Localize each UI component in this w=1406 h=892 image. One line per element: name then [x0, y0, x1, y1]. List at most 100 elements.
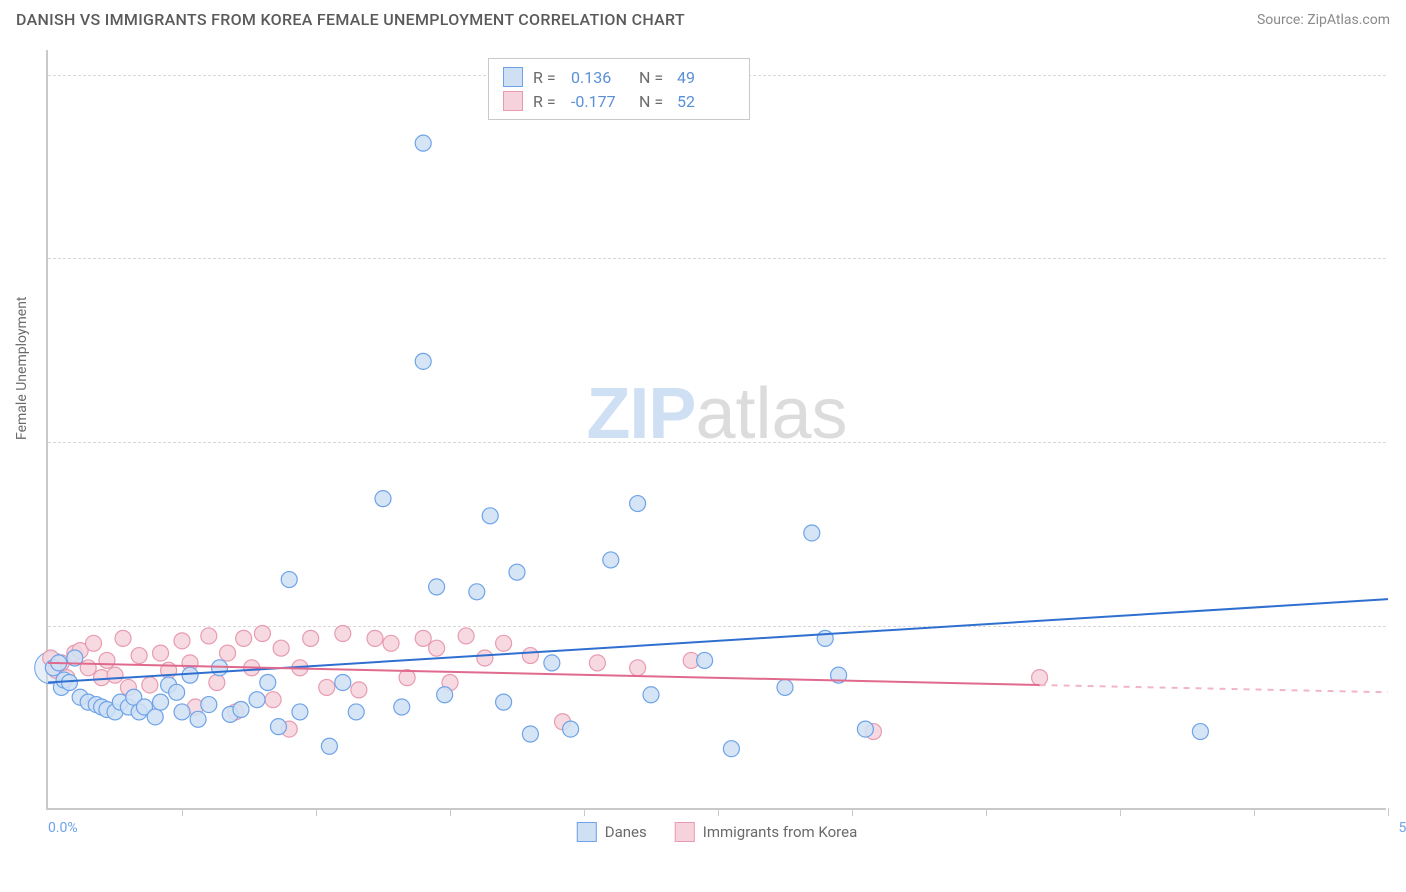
x-axis-min-label: 0.0% [48, 820, 78, 836]
legend-item: Immigrants from Korea [675, 822, 857, 842]
scatter-svg [48, 50, 1386, 808]
danes-point [777, 679, 793, 695]
stats-row: R =0.136N =49 [503, 65, 735, 89]
x-tick-mark [1120, 808, 1121, 816]
korea-point [477, 650, 493, 666]
korea-point [99, 652, 115, 668]
korea-point [153, 645, 169, 661]
legend-label: Danes [605, 823, 647, 841]
stats-r-label: R = [533, 92, 561, 111]
legend-item: Danes [577, 822, 647, 842]
x-tick-mark [1254, 808, 1255, 816]
danes-point [260, 675, 276, 691]
korea-point [142, 677, 158, 693]
danes-point [169, 684, 185, 700]
danes-point [723, 741, 739, 757]
danes-point [348, 704, 364, 720]
danes-point [496, 694, 512, 710]
series-legend: Danes Immigrants from Korea [577, 822, 857, 842]
korea-point [522, 648, 538, 664]
x-tick-mark [584, 808, 585, 816]
y-axis-label: Female Unemployment [14, 296, 30, 440]
danes-point [630, 496, 646, 512]
danes-point [281, 572, 297, 588]
danes-point [482, 508, 498, 524]
danes-point [415, 135, 431, 151]
korea-point [383, 635, 399, 651]
korea-point [303, 630, 319, 646]
danes-point [147, 709, 163, 725]
korea-point [273, 640, 289, 656]
korea-point [236, 630, 252, 646]
korea-point [1032, 670, 1048, 686]
x-axis-max-label: 50.0% [1398, 820, 1406, 836]
korea-point [335, 625, 351, 641]
danes-point [249, 692, 265, 708]
legend-swatch [577, 822, 597, 842]
danes-point [182, 667, 198, 683]
danes-point [437, 687, 453, 703]
stats-row: R = -0.177 N = 52 [503, 89, 735, 113]
danes-point [190, 711, 206, 727]
korea-point [86, 635, 102, 651]
danes-point [201, 697, 217, 713]
danes-point [643, 687, 659, 703]
stats-r-value: 0.136 [571, 68, 629, 87]
korea-point [429, 640, 445, 656]
danes-point [321, 738, 337, 754]
danes-point [509, 564, 525, 580]
danes-point [544, 655, 560, 671]
x-tick-mark [986, 808, 987, 816]
danes-point [603, 552, 619, 568]
stats-n-label: N = [639, 92, 667, 111]
korea-point [115, 630, 131, 646]
x-tick-mark [182, 808, 183, 816]
stats-legend-box: R =0.136N =49R =-0.177N =52 [488, 58, 750, 120]
x-tick-mark [316, 808, 317, 816]
korea-point [415, 630, 431, 646]
korea-point [107, 667, 123, 683]
stats-n-value: 52 [677, 92, 735, 111]
x-tick-mark [1388, 808, 1389, 816]
stats-n-label: N = [639, 68, 667, 87]
x-tick-mark [718, 808, 719, 816]
danes-point [857, 721, 873, 737]
korea-point [131, 648, 147, 664]
korea-point [458, 628, 474, 644]
stats-swatch [503, 67, 523, 87]
chart-source: Source: ZipAtlas.com [1257, 12, 1390, 28]
korea-point [496, 635, 512, 651]
korea-point [265, 692, 281, 708]
danes-point [804, 525, 820, 541]
korea-point [351, 682, 367, 698]
x-tick-mark [450, 808, 451, 816]
korea-point [174, 633, 190, 649]
danes-point [697, 652, 713, 668]
danes-point [429, 579, 445, 595]
danes-point [817, 630, 833, 646]
korea-point [589, 655, 605, 671]
danes-point [563, 721, 579, 737]
chart-plot-area: ZIPatlas 7.5%15.0%22.5%30.0% 0.0% 50.0% … [46, 50, 1386, 810]
korea-point [367, 630, 383, 646]
danes-point [270, 719, 286, 735]
trend-line [1040, 685, 1388, 692]
korea-point [254, 625, 270, 641]
danes-point [174, 704, 190, 720]
korea-point [80, 660, 96, 676]
legend-swatch [675, 822, 695, 842]
korea-point [209, 675, 225, 691]
stats-r-value: -0.177 [571, 92, 629, 111]
danes-point [153, 694, 169, 710]
korea-point [201, 628, 217, 644]
danes-point [292, 704, 308, 720]
korea-point [630, 660, 646, 676]
danes-point [335, 675, 351, 691]
danes-point [469, 584, 485, 600]
x-tick-mark [852, 808, 853, 816]
stats-swatch [503, 91, 523, 111]
danes-point [375, 491, 391, 507]
stats-r-label: R = [533, 68, 561, 87]
chart-title: DANISH VS IMMIGRANTS FROM KOREA FEMALE U… [16, 10, 685, 29]
legend-label: Immigrants from Korea [703, 823, 857, 841]
